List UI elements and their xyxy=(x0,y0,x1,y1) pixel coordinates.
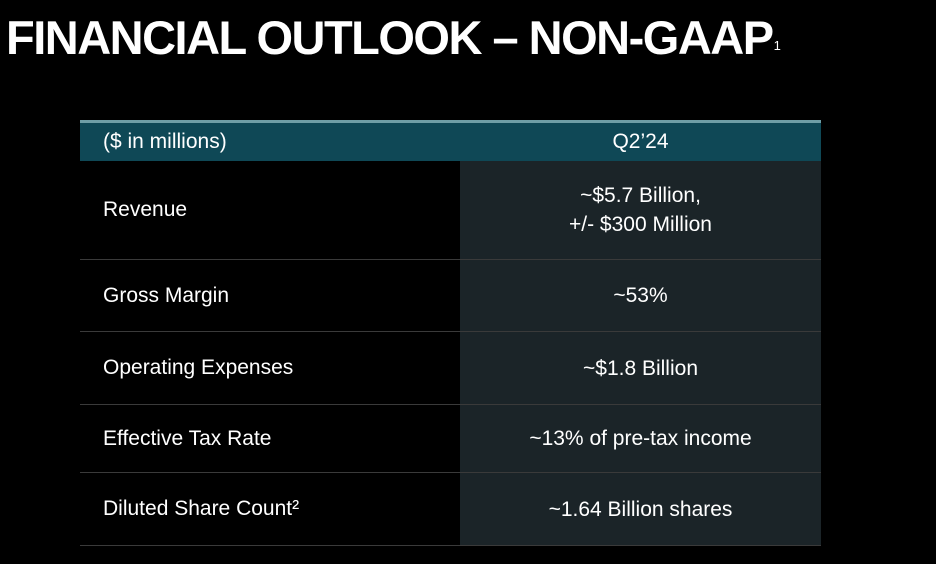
revenue-value-line1: ~$5.7 Billion, xyxy=(580,184,701,207)
header-units-label: ($ in millions) xyxy=(103,130,227,153)
table-row-diluted-share-count: Diluted Share Count² ~1.64 Billion share… xyxy=(80,473,821,546)
page-title-text: FINANCIAL OUTLOOK – NON-GAAP xyxy=(6,11,774,64)
row-label-diluted-share-count: Diluted Share Count² xyxy=(80,473,460,545)
row-value-effective-tax-rate: ~13% of pre-tax income xyxy=(460,405,821,472)
table-row-gross-margin: Gross Margin ~53% xyxy=(80,260,821,332)
table-row-revenue: Revenue ~$5.7 Billion, +/- $300 Million xyxy=(80,161,821,260)
row-value-revenue: ~$5.7 Billion, +/- $300 Million xyxy=(460,161,821,259)
row-label-gross-margin: Gross Margin xyxy=(80,260,460,331)
row-label-operating-expenses: Operating Expenses xyxy=(80,332,460,404)
row-value-operating-expenses: ~$1.8 Billion xyxy=(460,332,821,404)
header-period-label: Q2’24 xyxy=(612,130,669,153)
page-title: FINANCIAL OUTLOOK – NON-GAAP1 xyxy=(6,8,781,68)
outlook-table: ($ in millions) Q2’24 Revenue ~$5.7 Bill… xyxy=(80,120,821,546)
revenue-value-line2: +/- $300 Million xyxy=(569,213,712,236)
row-value-diluted-share-count: ~1.64 Billion shares xyxy=(460,473,821,545)
row-label-revenue: Revenue xyxy=(80,161,460,259)
title-footnote-marker: 1 xyxy=(773,38,781,53)
row-value-gross-margin: ~53% xyxy=(460,260,821,331)
table-row-operating-expenses: Operating Expenses ~$1.8 Billion xyxy=(80,332,821,405)
table-row-effective-tax-rate: Effective Tax Rate ~13% of pre-tax incom… xyxy=(80,405,821,473)
row-label-effective-tax-rate: Effective Tax Rate xyxy=(80,405,460,472)
table-header: ($ in millions) Q2’24 xyxy=(80,120,821,161)
